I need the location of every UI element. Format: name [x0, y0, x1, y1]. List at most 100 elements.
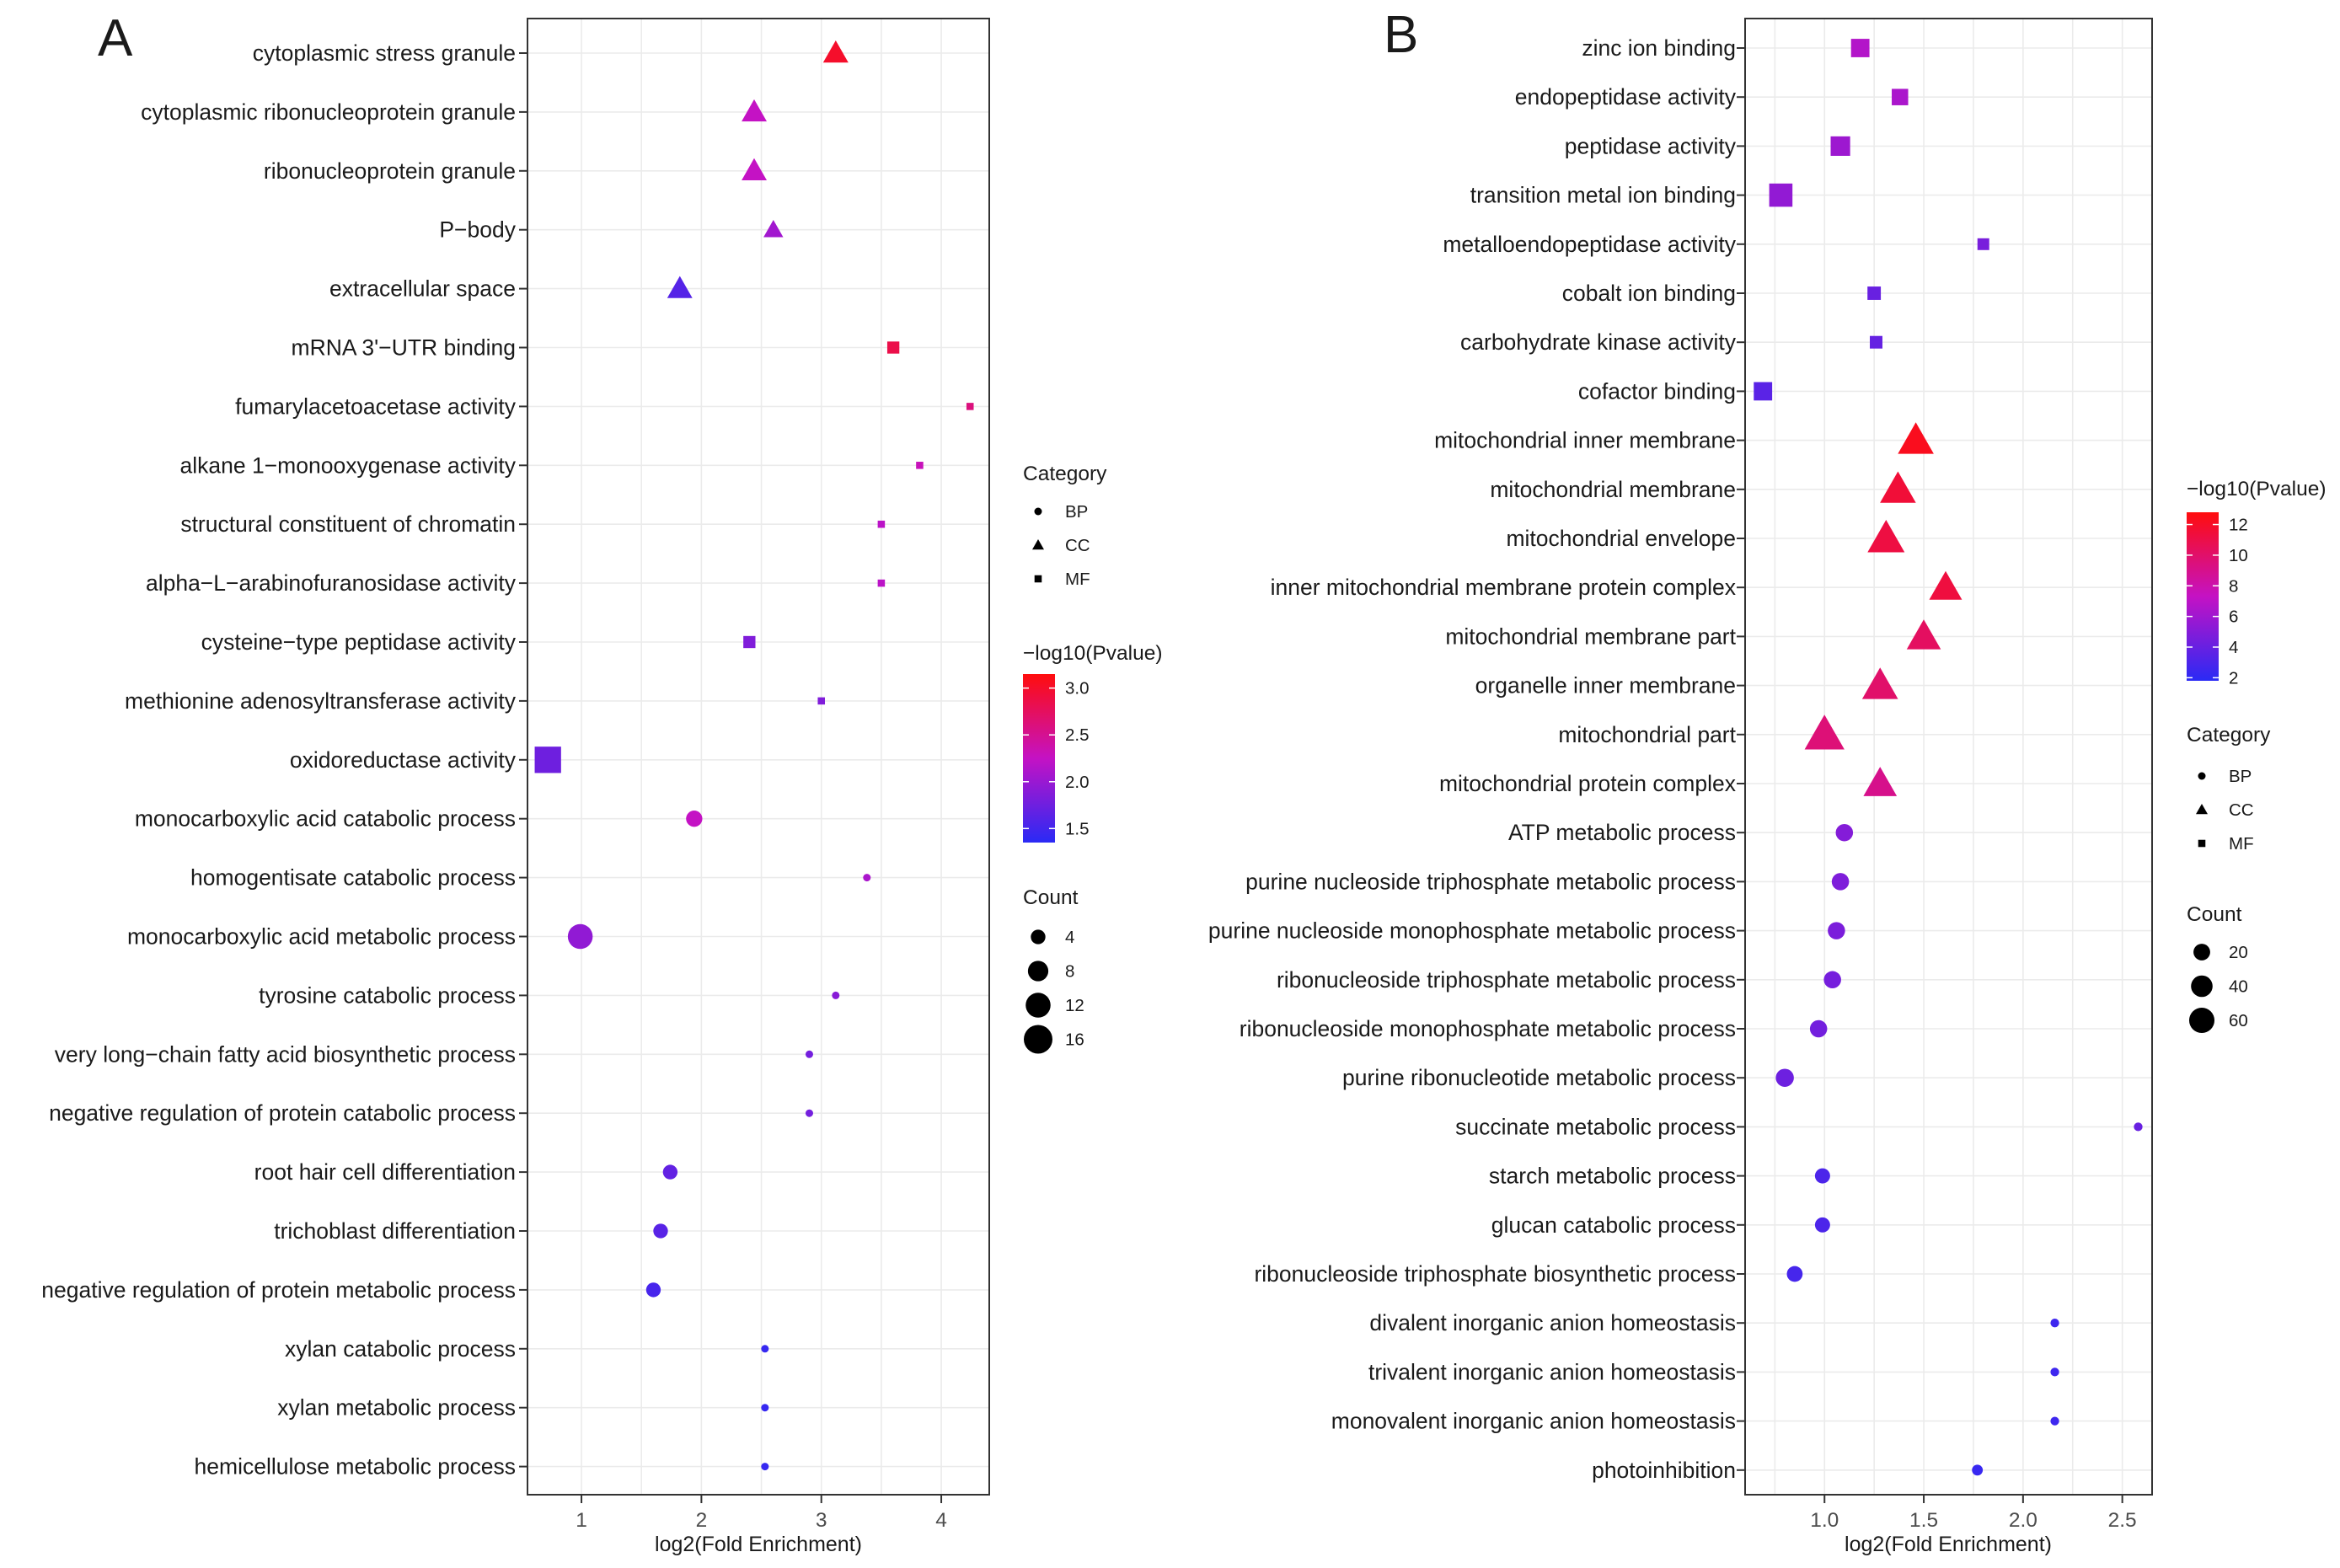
data-point-mf: [1892, 88, 1909, 105]
term-label: extracellular space: [329, 276, 516, 302]
legend-category-label: BP: [1065, 502, 1088, 522]
color-bar-label: 2.0: [1065, 773, 1090, 792]
term-label: ribonucleoprotein granule: [264, 158, 516, 184]
legend-size-dot: [2191, 975, 2213, 998]
data-point-bp: [2134, 1122, 2143, 1132]
term-label: ribonucleoside monophosphate metabolic p…: [1240, 1016, 1736, 1041]
data-point-cc: [742, 99, 767, 122]
data-point-bp: [1775, 1068, 1794, 1087]
data-point-bp: [2050, 1367, 2059, 1377]
data-point-cc: [1804, 714, 1845, 750]
legend-category-label: MF: [1065, 570, 1090, 589]
data-point-bp: [832, 991, 840, 999]
term-label: inner mitochondrial membrane protein com…: [1271, 575, 1736, 600]
panel-a-x-axis-title: log2(Fold Enrichment): [655, 1533, 862, 1556]
data-point-bp: [2050, 1416, 2059, 1426]
panel-b-letter: B: [1384, 6, 1418, 64]
data-point-cc: [1880, 471, 1916, 503]
legend-size-label: 16: [1065, 1030, 1084, 1050]
term-label: cobalt ion binding: [1562, 281, 1736, 306]
term-label: methionine adenosyltransferase activity: [125, 688, 517, 714]
term-label: negative regulation of protein catabolic…: [49, 1100, 516, 1126]
data-point-bp: [805, 1109, 813, 1117]
legend-shape-mf: [1034, 575, 1042, 583]
term-label: metalloendopeptidase activity: [1443, 232, 1736, 257]
term-label: monocarboxylic acid metabolic process: [127, 924, 516, 950]
data-point-mf: [966, 403, 974, 410]
term-label: trivalent inorganic anion homeostasis: [1368, 1359, 1736, 1384]
legend-size-label: 4: [1065, 928, 1074, 947]
data-point-mf: [817, 697, 826, 705]
term-label: divalent inorganic anion homeostasis: [1369, 1310, 1736, 1335]
data-point-bp: [653, 1223, 668, 1239]
legend-category-label: BP: [2229, 767, 2252, 786]
x-tick-label: 1.0: [1810, 1509, 1839, 1532]
legend-size-dot: [1024, 1025, 1052, 1054]
term-label: P−body: [439, 217, 516, 243]
data-point-bp: [1823, 971, 1841, 989]
term-label: very long−chain fatty acid biosynthetic …: [55, 1041, 516, 1067]
data-point-bp: [1814, 1168, 1830, 1184]
legend-color-bar: [2187, 512, 2219, 681]
term-label: negative regulation of protein metabolic…: [41, 1277, 516, 1303]
color-bar-label: 4: [2229, 638, 2238, 657]
legend-size-dot: [1025, 993, 1051, 1018]
data-point-mf: [916, 462, 924, 469]
data-point-bp: [1786, 1266, 1803, 1282]
panel-a-plot-frame: [527, 18, 990, 1496]
data-point-bp: [1831, 873, 1850, 891]
legend-category-label: CC: [1065, 536, 1090, 555]
legend-color-title: −log10(Pvalue): [2187, 478, 2326, 500]
legend-size-dot: [2188, 1007, 2215, 1034]
legend-count-title: Count: [1023, 886, 1079, 909]
term-label: monocarboxylic acid catabolic process: [135, 806, 516, 832]
data-point-cc: [763, 220, 784, 238]
data-point-cc: [1898, 422, 1934, 454]
term-label: fumarylacetoacetase activity: [235, 393, 517, 419]
term-label: cytoplasmic stress granule: [253, 40, 516, 66]
legend-size-dot: [2193, 944, 2210, 961]
legend-size-label: 20: [2229, 943, 2248, 962]
data-point-mf: [1867, 286, 1882, 300]
term-label: endopeptidase activity: [1515, 84, 1737, 110]
data-point-bp: [2050, 1319, 2059, 1328]
legend-category-label: MF: [2229, 834, 2254, 854]
term-label: homogentisate catabolic process: [190, 865, 516, 891]
legend-size-dot: [1027, 961, 1049, 982]
term-label: mRNA 3'−UTR binding: [292, 335, 517, 361]
x-tick-label: 2: [696, 1509, 708, 1532]
panel-b: B zinc ion binding endopeptidase activity…: [1208, 6, 2327, 1556]
data-point-bp: [645, 1282, 661, 1298]
x-tick-label: 1.5: [1909, 1509, 1938, 1532]
legend-color-title: −log10(Pvalue): [1023, 642, 1162, 665]
term-label: starch metabolic process: [1489, 1164, 1736, 1189]
term-label: trichoblast differentiation: [274, 1218, 516, 1244]
term-label: alpha−L−arabinofuranosidase activity: [146, 570, 517, 596]
data-point-bp: [863, 874, 871, 882]
legend-category-title: Category: [2187, 724, 2271, 747]
color-bar-label: 6: [2229, 607, 2238, 627]
x-tick-label: 2.5: [2108, 1509, 2137, 1532]
term-label: ribonucleoside triphosphate biosynthetic…: [1254, 1261, 1736, 1287]
data-point-cc: [1863, 767, 1898, 796]
term-label: peptidase activity: [1565, 133, 1737, 158]
data-point-bp: [1814, 1217, 1830, 1233]
data-point-bp: [1809, 1019, 1828, 1038]
data-point-bp: [1972, 1464, 1984, 1476]
term-label: glucan catabolic process: [1491, 1212, 1736, 1238]
term-label: cysteine−type peptidase activity: [201, 629, 517, 655]
term-label: xylan metabolic process: [277, 1395, 516, 1421]
panel-a: A cytoplasmic stress granule cytoplasmic …: [41, 9, 1162, 1556]
term-label: mitochondrial membrane: [1490, 477, 1736, 502]
data-point-mf: [1830, 136, 1850, 156]
term-label: mitochondrial inner membrane: [1434, 428, 1736, 453]
data-point-bp: [1835, 823, 1854, 842]
term-label: root hair cell differentiation: [254, 1159, 516, 1185]
data-point-cc: [1867, 520, 1905, 553]
data-point-bp: [1828, 922, 1845, 939]
term-label: oxidoreductase activity: [290, 747, 517, 773]
color-bar-label: 12: [2229, 516, 2248, 535]
data-point-bp: [662, 1164, 678, 1180]
term-label: mitochondrial membrane part: [1445, 623, 1736, 649]
